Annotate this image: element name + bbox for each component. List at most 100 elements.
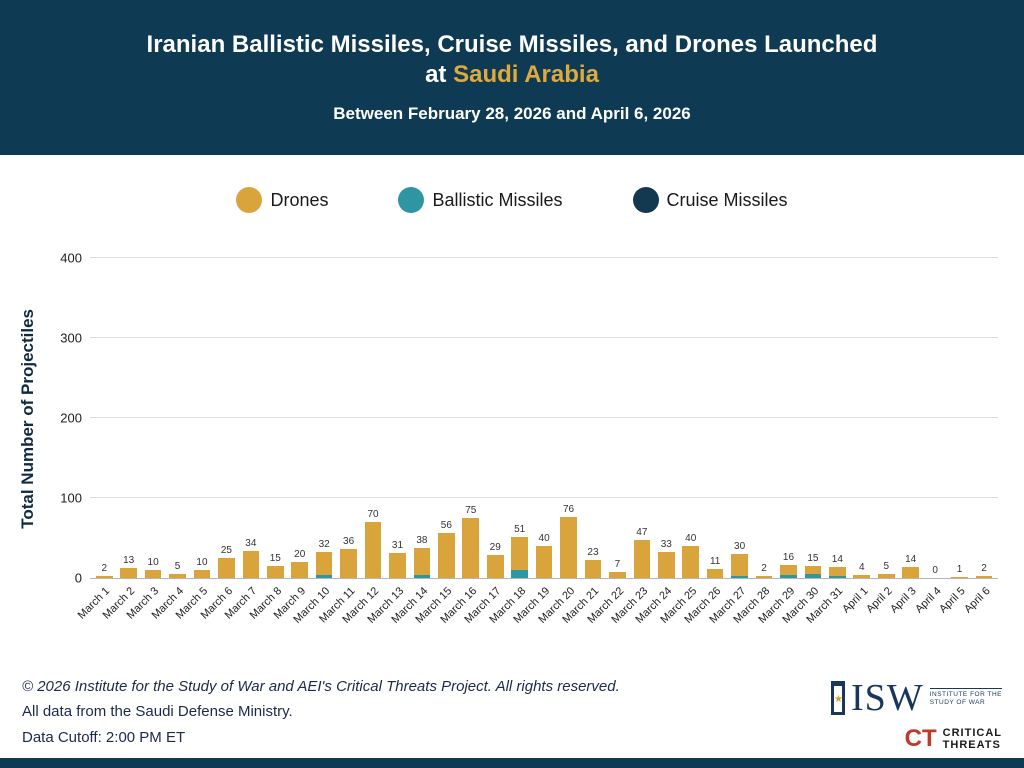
bar-group: 10 xyxy=(141,259,165,578)
legend-color-dot xyxy=(398,187,425,213)
bar-segment-drones xyxy=(144,570,162,578)
chart-area: Total Number of Projectiles 0 100 200 300 40… xyxy=(0,245,1024,657)
bar-value-label: 10 xyxy=(147,557,159,568)
chart-title: Iranian Ballistic Missiles, Cruise Missi… xyxy=(0,30,1024,90)
bar-group: 16 xyxy=(776,259,800,578)
bar-stack xyxy=(780,565,797,578)
bar-group: 15 xyxy=(263,259,287,578)
bar-stack xyxy=(877,574,895,578)
bar-group: 13 xyxy=(116,259,140,578)
bar-value-label: 51 xyxy=(514,524,526,536)
bar-segment-ballistic-missiles xyxy=(413,574,431,578)
bar-segment-drones xyxy=(731,554,748,576)
bar-stack xyxy=(486,554,504,578)
data-cutoff-line: Data Cutoff: 2:00 PM ET xyxy=(22,728,186,746)
bar-value-label: 29 xyxy=(489,541,501,553)
bar-stack xyxy=(266,566,284,578)
bar-segment-drones xyxy=(829,566,846,577)
bar-segment-drones xyxy=(364,522,382,578)
bar-group: 47 xyxy=(630,259,654,578)
bar-segment-drones xyxy=(438,533,455,578)
bar-segment-drones xyxy=(804,566,822,574)
bar-stack xyxy=(804,566,822,578)
bar-stack xyxy=(169,574,186,578)
bar-value-label: 56 xyxy=(440,520,452,532)
x-axis-label: April 1 xyxy=(840,579,874,657)
bar-stack xyxy=(902,566,919,578)
bar-segment-drones xyxy=(218,558,235,578)
bar-group: 10 xyxy=(190,259,214,578)
legend-label: Drones xyxy=(270,189,329,210)
bar-stack xyxy=(731,554,748,578)
bar-value-label: 2 xyxy=(761,563,767,575)
bar-value-label: 0 xyxy=(932,565,938,576)
chart-title-highlight: Saudi Arabia xyxy=(453,61,599,88)
bar-value-label: 20 xyxy=(294,549,306,560)
x-axis-label: March 8 xyxy=(247,579,287,657)
bar-segment-drones xyxy=(389,553,406,578)
bar-group: 4 xyxy=(850,259,874,578)
bar-group: 40 xyxy=(679,259,703,578)
bar-group: 2 xyxy=(752,259,776,578)
bar-value-label: 7 xyxy=(614,559,621,571)
bar-stack xyxy=(609,572,626,578)
bar-stack xyxy=(975,576,993,578)
bar-segment-drones xyxy=(169,574,186,578)
bar-segment-drones xyxy=(340,549,357,578)
bar-group: 5 xyxy=(874,259,898,578)
bar-segment-drones xyxy=(291,562,309,578)
chart-subtitle: Between February 28, 2026 and April 6, 2… xyxy=(333,104,691,123)
bars-container: 2 13 10 5 10 25 34 15 20 32 36 70 31 38 56 75 29 51 40 76 23… xyxy=(92,259,996,578)
bar-segment-drones xyxy=(486,554,504,578)
chart-title-line1: Iranian Ballistic Missiles, Cruise Missi… xyxy=(146,31,878,58)
bar-value-label: 5 xyxy=(174,561,181,572)
x-axis-label: April 3 xyxy=(889,579,922,657)
bar-value-label: 34 xyxy=(245,537,257,549)
y-tick-label: 100 xyxy=(60,490,82,506)
bar-group: 23 xyxy=(581,259,605,578)
bar-segment-drones xyxy=(657,551,675,578)
bar-value-label: 10 xyxy=(196,557,208,568)
bar-stack xyxy=(413,547,431,578)
bar-segment-drones xyxy=(535,546,553,578)
x-axis-labels: March 1 March 2 March 3 March 4 March 5 March… xyxy=(76,579,996,657)
bar-stack xyxy=(144,570,162,578)
bar-value-label: 15 xyxy=(269,553,281,564)
bar-value-label: 76 xyxy=(562,504,575,516)
bar-stack xyxy=(853,574,871,578)
legend-label: Ballistic Missiles xyxy=(432,189,563,210)
bar-segment-drones xyxy=(120,567,137,578)
bar-group: 40 xyxy=(532,259,556,578)
bar-group: 38 xyxy=(410,259,434,578)
isw-logo-subtext: INSTITUTE FOR THE STUDY OF WAR xyxy=(929,687,1002,708)
bar-group: 14 xyxy=(898,259,922,578)
bar-value-label: 36 xyxy=(343,536,355,548)
bar-segment-drones xyxy=(975,576,993,578)
bar-segment-drones xyxy=(609,572,626,578)
bar-group: 7 xyxy=(605,259,629,578)
gridline xyxy=(90,497,998,498)
bar-group: 2 xyxy=(92,259,116,578)
bar-segment-ballistic-missiles xyxy=(511,570,528,578)
bar-stack xyxy=(95,576,113,578)
bar-value-label: 5 xyxy=(883,561,889,572)
chart-legend: Drones Ballistic Missiles Cruise Missiles xyxy=(0,185,1024,215)
bar-group: 1 xyxy=(947,259,971,578)
y-tick-label: 300 xyxy=(60,330,82,346)
chart-title-line2-prefix: at xyxy=(425,61,454,88)
critical-threats-logo: CT CRITICAL THREATS xyxy=(831,727,1002,752)
bar-group: 36 xyxy=(336,259,360,578)
ct-words: CRITICAL THREATS xyxy=(943,727,1002,752)
plot-region: 0 100 200 300 400 2 13 10 5 10 25 34 15 20 32 36 70 31 38 5… xyxy=(38,251,998,657)
bar-group: 20 xyxy=(288,259,312,578)
x-axis-label: April 4 xyxy=(913,579,947,657)
x-axis-label: April 5 xyxy=(937,579,971,657)
bar-segment-drones xyxy=(462,518,480,578)
legend-color-dot xyxy=(236,187,263,213)
x-axis-label: March 1 xyxy=(76,579,116,657)
legend-color-dot xyxy=(632,187,659,213)
bar-segment-drones xyxy=(902,566,919,578)
bar-group: 14 xyxy=(825,259,849,578)
ct-word-line1: CRITICAL xyxy=(942,726,1002,739)
bar-group: 51 xyxy=(507,259,531,578)
